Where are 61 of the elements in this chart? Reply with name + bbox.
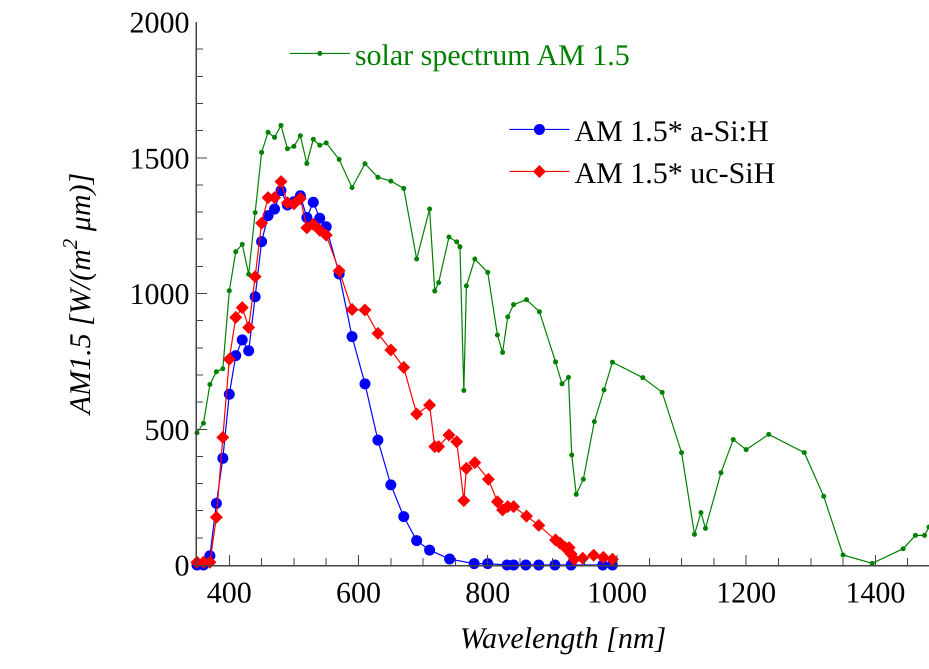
point bbox=[384, 343, 398, 356]
point bbox=[236, 301, 249, 314]
point bbox=[397, 360, 410, 374]
point bbox=[596, 550, 610, 564]
point bbox=[306, 218, 320, 231]
point bbox=[255, 216, 268, 230]
point bbox=[210, 510, 223, 524]
point bbox=[372, 434, 384, 446]
x-tick-label: 1400 bbox=[845, 576, 906, 610]
point bbox=[346, 303, 359, 316]
point bbox=[460, 462, 473, 475]
point bbox=[346, 331, 358, 342]
point bbox=[587, 548, 600, 562]
point bbox=[424, 544, 436, 556]
y-tick-label: 2000 bbox=[130, 6, 190, 40]
legend-label: AM 1.5* a-Si:H bbox=[574, 115, 769, 148]
legend-label: AM 1.5* uc-SiH bbox=[574, 157, 776, 190]
point bbox=[236, 334, 248, 346]
point bbox=[468, 456, 482, 470]
point bbox=[269, 204, 280, 215]
point bbox=[410, 408, 424, 421]
point bbox=[576, 552, 590, 565]
point bbox=[242, 320, 256, 334]
point bbox=[532, 518, 546, 532]
point bbox=[320, 228, 333, 242]
point bbox=[450, 435, 464, 448]
x-tick-label: 600 bbox=[336, 576, 382, 610]
point bbox=[457, 494, 470, 508]
point bbox=[243, 345, 254, 356]
point bbox=[274, 175, 288, 188]
point bbox=[371, 326, 384, 340]
point bbox=[423, 398, 436, 412]
point bbox=[444, 554, 456, 565]
point bbox=[411, 535, 422, 546]
point bbox=[520, 510, 533, 523]
x-tick-label: 800 bbox=[465, 576, 510, 610]
y-tick-label: 1000 bbox=[130, 278, 190, 311]
point bbox=[482, 472, 495, 486]
x-tick-label: 400 bbox=[206, 576, 252, 610]
point bbox=[442, 428, 456, 442]
x-axis-title: Wavelength [nm] bbox=[460, 622, 666, 655]
point bbox=[216, 430, 230, 444]
point bbox=[248, 270, 262, 284]
point bbox=[385, 479, 396, 490]
point bbox=[222, 352, 236, 366]
point bbox=[606, 552, 619, 566]
point bbox=[332, 264, 346, 278]
y-tick-label: 1500 bbox=[130, 142, 190, 176]
y-tick-label: 500 bbox=[144, 414, 190, 447]
x-tick-label: 1000 bbox=[586, 576, 647, 610]
point bbox=[490, 495, 504, 508]
point bbox=[308, 196, 319, 208]
point bbox=[294, 192, 307, 205]
point bbox=[314, 212, 326, 224]
point bbox=[359, 378, 370, 390]
legend-label: solar spectrum AM 1.5 bbox=[354, 39, 630, 72]
point bbox=[358, 304, 372, 317]
point bbox=[229, 310, 242, 324]
x-tick-label: 1200 bbox=[716, 576, 776, 610]
point bbox=[398, 511, 410, 522]
y-tick-label: 0 bbox=[174, 550, 190, 582]
